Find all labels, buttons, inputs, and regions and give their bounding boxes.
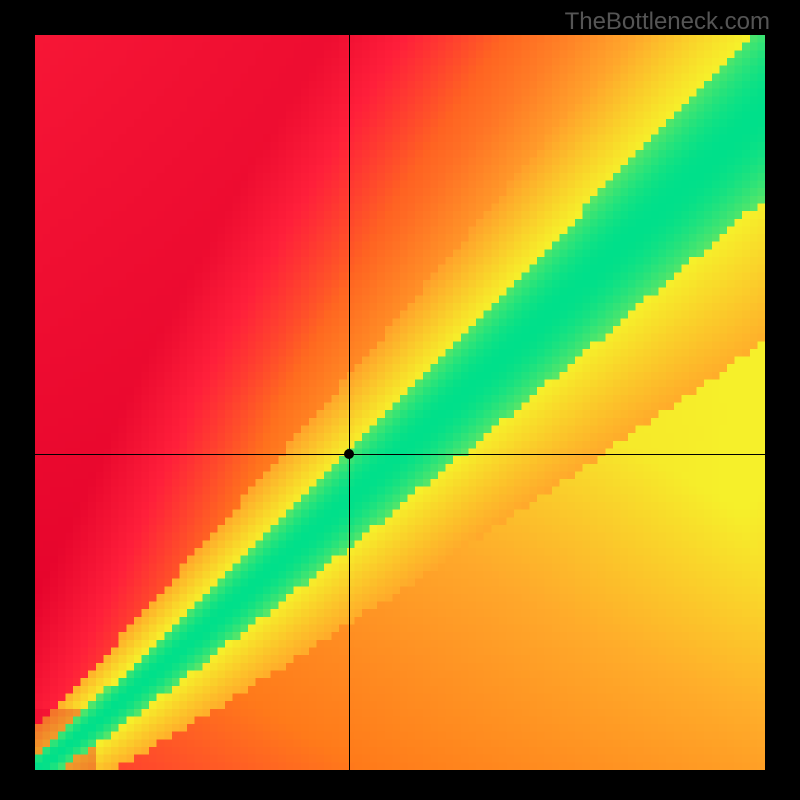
heatmap-canvas [35,35,765,770]
heatmap-plot-area [35,35,765,770]
crosshair-vertical [349,35,350,770]
crosshair-horizontal [35,454,765,455]
watermark-text: TheBottleneck.com [565,8,770,36]
crosshair-marker-dot [344,449,354,459]
